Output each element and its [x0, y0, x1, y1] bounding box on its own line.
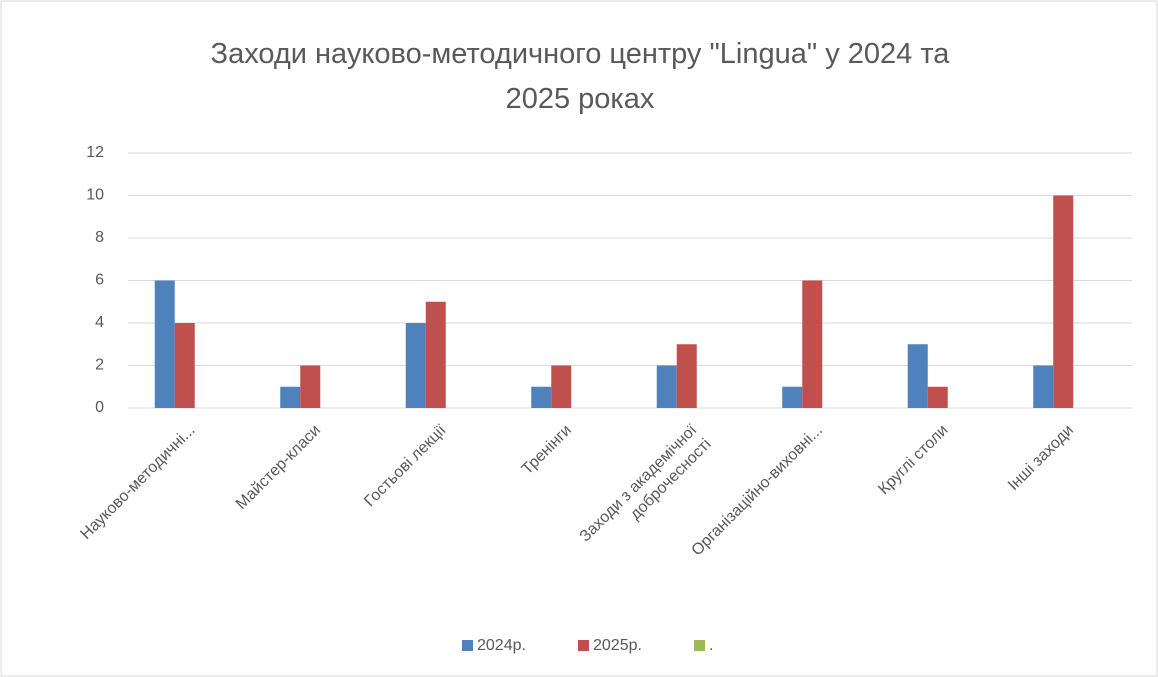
y-tick-label: 8 — [95, 229, 104, 246]
bar — [802, 280, 823, 408]
legend-label: 2024р. — [477, 637, 526, 654]
y-tick-label: 6 — [95, 272, 104, 289]
legend-swatch — [694, 640, 705, 651]
chart-title: Заходи науково-методичного центру "Lingu… — [211, 38, 951, 115]
bar — [927, 386, 948, 408]
bar — [1053, 195, 1074, 408]
legend-swatch — [578, 640, 589, 651]
bar — [425, 301, 446, 408]
bar — [154, 280, 175, 408]
bar — [782, 386, 803, 408]
y-tick-label: 2 — [95, 357, 104, 374]
y-tick-label: 10 — [86, 187, 104, 204]
bar — [551, 365, 572, 408]
bar — [676, 344, 697, 408]
bar — [531, 386, 552, 408]
y-tick-label: 12 — [86, 144, 104, 161]
legend-swatch — [462, 640, 473, 651]
y-tick-label: 0 — [95, 399, 104, 416]
bar — [907, 344, 928, 408]
bar — [280, 386, 301, 408]
bar — [405, 323, 426, 408]
bar — [1033, 365, 1054, 408]
bar — [174, 323, 195, 408]
legend-label: 2025р. — [593, 637, 642, 654]
bar — [300, 365, 321, 408]
legend-label: . — [709, 637, 713, 654]
bar — [656, 365, 677, 408]
y-tick-label: 4 — [95, 314, 104, 331]
